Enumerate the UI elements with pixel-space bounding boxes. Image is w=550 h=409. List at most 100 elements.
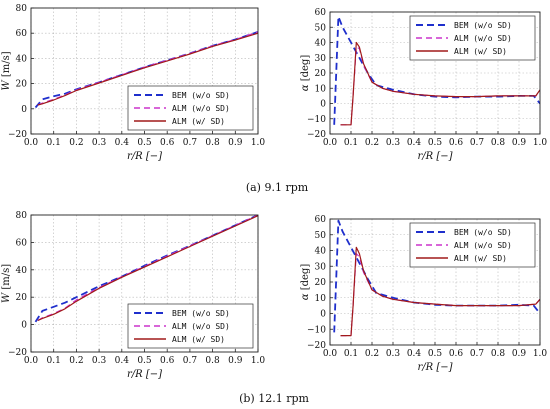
x-tick-label: 0.4 <box>115 356 130 366</box>
x-tick-label: 0.8 <box>205 356 220 366</box>
y-tick-label: −20 <box>307 341 326 351</box>
y-tick-label: 30 <box>315 54 327 64</box>
y-tick-label: 10 <box>315 294 327 304</box>
y-axis-label: α [deg] <box>300 264 311 301</box>
x-tick-label: 0.2 <box>365 138 379 148</box>
x-axis-label: r/R [−] <box>127 151 162 162</box>
legend: BEM (w/o SD) ALM (w/o SD) ALM (w/ SD) <box>127 303 254 349</box>
x-tick-label: 0.0 <box>323 349 338 359</box>
x-tick-label: 0.0 <box>24 356 39 366</box>
caption-a: (a) 9.1 rpm <box>246 181 309 194</box>
chart-b-left: 0.0 0.1 0.2 0.3 0.4 0.5 0.6 0.7 0.8 0.9 1.0 −20 0 20 4… <box>1 211 265 380</box>
x-tick-label: 0.9 <box>512 349 527 359</box>
y-tick-label: −20 <box>8 348 27 358</box>
y-axis-label: W [m/s] <box>1 51 12 90</box>
legend-label: ALM (w/ SD) <box>172 335 225 344</box>
y-tick-label: −20 <box>8 130 27 140</box>
x-tick-label: 0.5 <box>428 138 443 148</box>
x-tick-label: 0.4 <box>407 138 422 148</box>
y-tick-label: 50 <box>315 231 327 241</box>
x-tick-label: 0.3 <box>92 138 107 148</box>
x-axis-label: r/R [−] <box>417 151 452 162</box>
x-tick-label: 0.7 <box>183 138 198 148</box>
legend-label: ALM (w/ SD) <box>454 254 507 263</box>
legend-label: ALM (w/o SD) <box>454 241 512 250</box>
y-tick-label: 40 <box>315 247 327 257</box>
x-tick-label: 0.0 <box>323 138 338 148</box>
x-tick-label: 0.8 <box>491 138 506 148</box>
x-tick-label: 0.4 <box>115 138 130 148</box>
legend-label: ALM (w/o SD) <box>172 322 230 331</box>
series-line-alm-w-sd <box>340 41 540 126</box>
y-tick-label: 30 <box>315 262 327 272</box>
y-tick-label: 20 <box>315 278 327 288</box>
legend-label: ALM (w/ SD) <box>172 117 225 126</box>
x-tick-label: 0.8 <box>205 138 220 148</box>
x-tick-label: 0.7 <box>470 349 485 359</box>
x-tick-label: 0.7 <box>470 138 485 148</box>
y-tick-label: 0 <box>21 105 27 115</box>
chart-a-right: 0.0 0.1 0.2 0.3 0.4 0.5 0.6 0.7 0.8 0.9 1.0 −20 −10 0… <box>300 8 547 162</box>
caption-b: (b) 12.1 rpm <box>239 392 309 405</box>
x-tick-label: 0.1 <box>47 356 61 366</box>
x-tick-label: 1.0 <box>251 356 266 366</box>
x-axis-label: r/R [−] <box>417 362 452 373</box>
legend-label: ALM (w/o SD) <box>172 104 230 113</box>
legend-box <box>409 222 536 268</box>
x-tick-label: 0.6 <box>449 138 464 148</box>
chart-b-right: 0.0 0.1 0.2 0.3 0.4 0.5 0.6 0.7 0.8 0.9 1.0 −20 −10 0… <box>300 215 547 373</box>
legend-label: ALM (w/o SD) <box>454 34 512 43</box>
y-tick-label: 10 <box>315 84 327 94</box>
legend: BEM (w/o SD) ALM (w/o SD) ALM (w/ SD) <box>409 15 536 61</box>
y-tick-label: −20 <box>307 130 326 140</box>
legend-box <box>127 303 254 349</box>
legend-label: BEM (w/o SD) <box>454 228 512 237</box>
series-line-bem-w-o-sd <box>333 219 540 333</box>
x-tick-label: 0.1 <box>47 138 61 148</box>
y-tick-label: 40 <box>16 266 28 276</box>
x-tick-label: 0.6 <box>449 349 464 359</box>
y-tick-label: 80 <box>16 4 28 14</box>
y-tick-label: 60 <box>315 215 327 225</box>
x-tick-label: 0.9 <box>228 356 243 366</box>
y-tick-label: 20 <box>315 69 327 79</box>
y-tick-label: 60 <box>315 8 327 18</box>
legend-label: BEM (w/o SD) <box>172 91 230 100</box>
x-tick-label: 0.5 <box>137 138 152 148</box>
x-tick-label: 0.7 <box>183 356 198 366</box>
y-tick-label: 40 <box>16 54 28 64</box>
legend-label: BEM (w/o SD) <box>172 309 230 318</box>
x-tick-label: 0.2 <box>69 138 83 148</box>
y-tick-label: 60 <box>16 238 28 248</box>
series-line-alm-w-sd <box>340 246 540 337</box>
x-tick-label: 0.3 <box>92 356 107 366</box>
y-tick-label: 0 <box>320 310 326 320</box>
x-tick-label: 0.5 <box>137 356 152 366</box>
y-axis-label: W [m/s] <box>1 264 12 303</box>
y-tick-label: 0 <box>320 100 326 110</box>
x-tick-label: 0.9 <box>228 138 243 148</box>
x-tick-label: 0.0 <box>24 138 39 148</box>
x-axis-label: r/R [−] <box>127 369 162 380</box>
y-tick-label: −10 <box>307 115 326 125</box>
x-tick-label: 0.2 <box>365 349 379 359</box>
y-tick-label: −10 <box>307 325 326 335</box>
y-axis-label: α [deg] <box>300 55 311 92</box>
x-tick-label: 0.6 <box>160 356 175 366</box>
legend-label: ALM (w/ SD) <box>454 47 507 56</box>
x-tick-label: 1.0 <box>533 349 548 359</box>
x-tick-label: 0.1 <box>344 349 358 359</box>
x-tick-label: 0.3 <box>386 138 401 148</box>
x-tick-label: 0.9 <box>512 138 527 148</box>
x-tick-label: 0.1 <box>344 138 358 148</box>
x-tick-label: 1.0 <box>251 138 266 148</box>
y-tick-label: 50 <box>315 23 327 33</box>
x-tick-label: 0.8 <box>491 349 506 359</box>
series-line-alm-w-sd <box>37 32 258 106</box>
y-tick-label: 80 <box>16 211 28 221</box>
x-tick-label: 0.6 <box>160 138 175 148</box>
x-tick-label: 0.5 <box>428 349 443 359</box>
legend: BEM (w/o SD) ALM (w/o SD) ALM (w/ SD) <box>409 222 536 268</box>
x-tick-label: 0.2 <box>69 356 83 366</box>
